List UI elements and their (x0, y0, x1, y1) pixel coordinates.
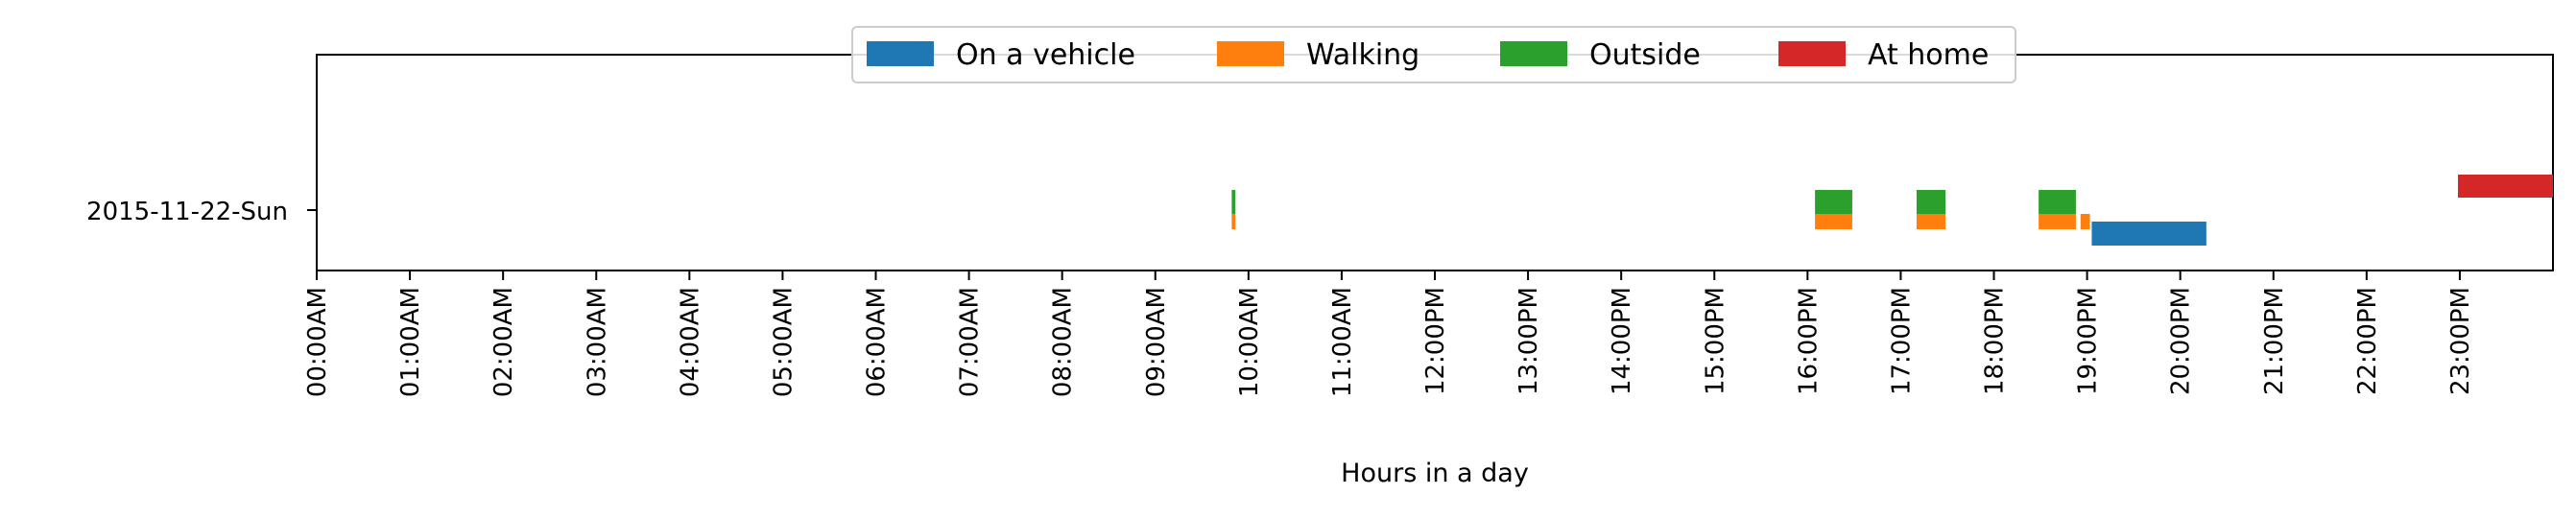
x-tick-label: 05:00AM (769, 287, 798, 397)
x-tick-label: 11:00AM (1328, 287, 1357, 397)
x-tick-label: 14:00PM (1608, 287, 1636, 395)
legend-label-outside: Outside (1589, 38, 1701, 72)
legend-swatch-at-home (1778, 41, 1846, 66)
x-tick-label: 00:00AM (303, 287, 332, 397)
x-tick-label: 12:00PM (1421, 287, 1450, 395)
legend-label-on-a-vehicle: On a vehicle (956, 38, 1135, 72)
x-tick-label: 02:00AM (489, 287, 518, 397)
bar-outside-3 (2039, 190, 2076, 214)
legend-frame (851, 26, 2016, 83)
plot-frame (316, 54, 2554, 271)
x-tick-label: 18:00PM (1981, 287, 2010, 395)
x-tick-label: 19:00PM (2074, 287, 2103, 395)
x-tick-label: 16:00PM (1794, 287, 1823, 395)
bar-outside-2 (1916, 190, 1946, 214)
x-tick-label: 17:00PM (1887, 287, 1916, 395)
x-tick-label: 03:00AM (583, 287, 611, 397)
x-tick-label: 04:00AM (676, 287, 704, 397)
y-category-label: 2015-11-22-Sun (86, 198, 288, 226)
bar-walking-0 (1231, 214, 1236, 229)
activity-bars (1231, 175, 2553, 246)
x-tick-label: 23:00PM (2446, 287, 2475, 395)
legend-label-walking: Walking (1306, 38, 1419, 72)
legend-label-at-home: At home (1868, 38, 1989, 72)
y-axis: 2015-11-22-Sun (86, 198, 317, 226)
x-tick-label: 07:00AM (956, 287, 985, 397)
bar-at-home-0 (2457, 175, 2553, 198)
x-tick-label: 09:00AM (1142, 287, 1171, 397)
bar-walking-1 (1815, 214, 1852, 229)
x-tick-label: 01:00AM (396, 287, 425, 397)
x-tick-label: 08:00AM (1049, 287, 1078, 397)
x-axis: 00:00AM 01:00AM 02:00AM 03:00AM 04:00AM 05:00… (303, 271, 2475, 397)
x-tick-label: 20:00PM (2167, 287, 2196, 395)
bar-walking-2 (1916, 214, 1946, 229)
legend-swatch-walking (1217, 41, 1284, 66)
legend-swatch-outside (1500, 41, 1567, 66)
bar-outside-1 (1815, 190, 1852, 214)
bar-walking-3 (2039, 214, 2076, 229)
bar-walking-4 (2080, 214, 2090, 229)
x-tick-label: 10:00AM (1235, 287, 1264, 397)
x-tick-label: 06:00AM (863, 287, 892, 397)
x-tick-label: 21:00PM (2260, 287, 2289, 395)
x-tick-label: 13:00PM (1515, 287, 1543, 395)
legend: On a vehicle Walking Outside At home (851, 26, 2016, 83)
bar-on-a-vehicle-0 (2091, 222, 2206, 246)
x-axis-label: Hours in a day (1341, 459, 1529, 488)
x-tick-label: 15:00PM (1701, 287, 1729, 395)
x-tick-label: 22:00PM (2353, 287, 2382, 395)
legend-swatch-on-a-vehicle (867, 41, 934, 66)
bar-outside-0 (1231, 190, 1236, 214)
